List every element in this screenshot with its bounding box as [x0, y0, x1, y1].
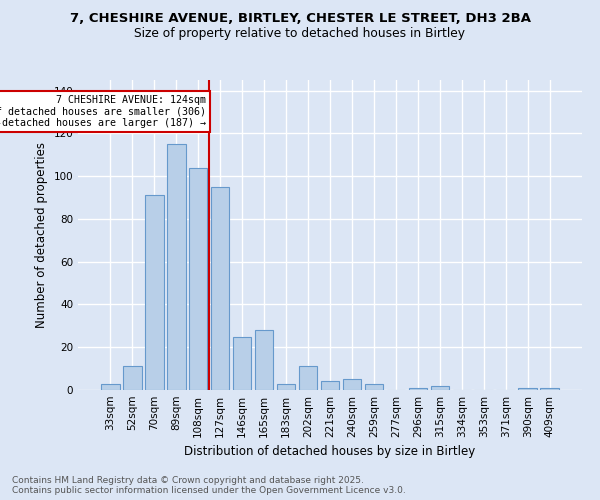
Text: Contains HM Land Registry data © Crown copyright and database right 2025.
Contai: Contains HM Land Registry data © Crown c…: [12, 476, 406, 495]
Bar: [320, 382, 340, 390]
Bar: [299, 366, 317, 390]
Bar: [277, 384, 295, 390]
Text: 7, CHESHIRE AVENUE, BIRTLEY, CHESTER LE STREET, DH3 2BA: 7, CHESHIRE AVENUE, BIRTLEY, CHESTER LE …: [70, 12, 530, 26]
Bar: [123, 366, 142, 390]
Bar: [145, 196, 164, 390]
Bar: [365, 384, 383, 390]
Bar: [189, 168, 208, 390]
Bar: [101, 384, 119, 390]
Y-axis label: Number of detached properties: Number of detached properties: [35, 142, 48, 328]
Bar: [211, 187, 229, 390]
Bar: [431, 386, 449, 390]
Bar: [167, 144, 185, 390]
Bar: [343, 380, 361, 390]
Bar: [233, 336, 251, 390]
Bar: [541, 388, 559, 390]
X-axis label: Distribution of detached houses by size in Birtley: Distribution of detached houses by size …: [184, 446, 476, 458]
Text: 7 CHESHIRE AVENUE: 124sqm
← 62% of detached houses are smaller (306)
38% of semi: 7 CHESHIRE AVENUE: 124sqm ← 62% of detac…: [0, 95, 206, 128]
Bar: [518, 388, 537, 390]
Text: Size of property relative to detached houses in Birtley: Size of property relative to detached ho…: [134, 28, 466, 40]
Bar: [255, 330, 274, 390]
Bar: [409, 388, 427, 390]
